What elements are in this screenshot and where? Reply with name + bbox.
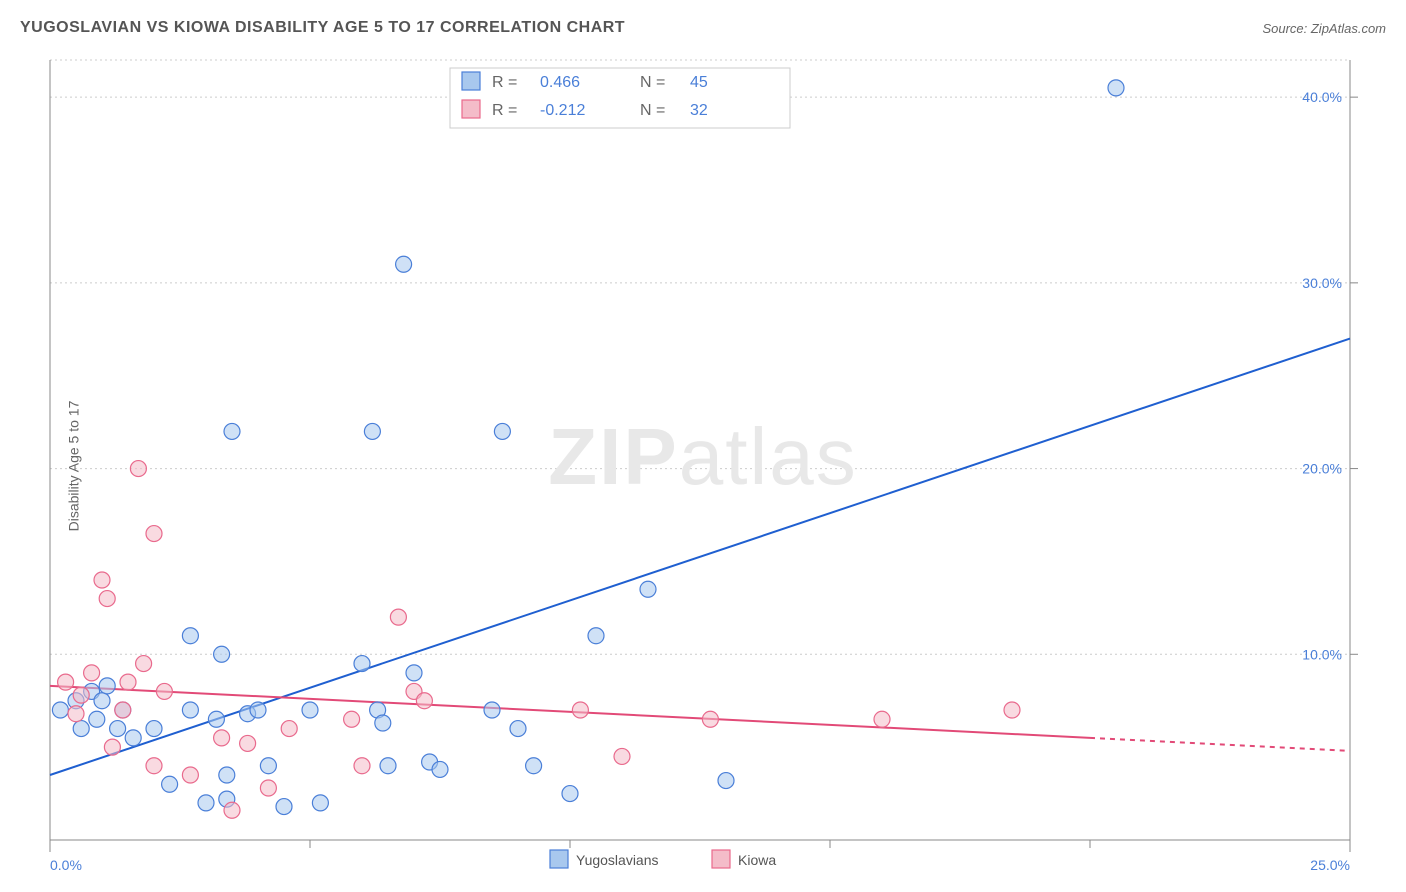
svg-text:30.0%: 30.0% (1302, 275, 1342, 291)
svg-text:R =: R = (492, 74, 517, 91)
svg-text:0.0%: 0.0% (50, 857, 82, 873)
scatter-chart-svg: 0.0% 25.0% 10.0% 20.0% 30.0% 40.0% R = 0.466 N =… (0, 40, 1406, 892)
svg-text:R =: R = (492, 102, 517, 119)
y-axis-label: Disability Age 5 to 17 (65, 401, 81, 532)
svg-text:32: 32 (690, 102, 708, 119)
svg-text:Kiowa: Kiowa (738, 852, 776, 868)
chart-title: YUGOSLAVIAN VS KIOWA DISABILITY AGE 5 TO… (20, 19, 625, 37)
svg-text:10.0%: 10.0% (1302, 646, 1342, 662)
svg-text:-0.212: -0.212 (540, 102, 585, 119)
svg-text:0.466: 0.466 (540, 74, 580, 91)
chart-area: Disability Age 5 to 17 ZIPatlas 0.0%25.0… (0, 40, 1406, 892)
svg-text:20.0%: 20.0% (1302, 461, 1342, 477)
svg-text:25.0%: 25.0% (1310, 857, 1350, 873)
svg-text:N =: N = (640, 74, 665, 91)
svg-text:45: 45 (690, 74, 708, 91)
svg-text:Yugoslavians: Yugoslavians (576, 852, 659, 868)
chart-source: Source: ZipAtlas.com (1262, 21, 1386, 36)
svg-text:40.0%: 40.0% (1302, 89, 1342, 105)
svg-text:N =: N = (640, 102, 665, 119)
